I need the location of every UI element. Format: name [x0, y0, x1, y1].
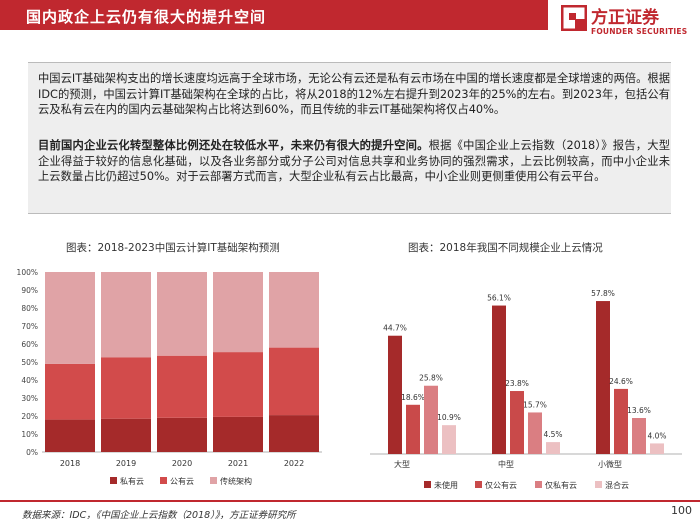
- bar: [632, 418, 646, 454]
- y-tick-label: 40%: [21, 376, 38, 385]
- bar-segment: [157, 355, 207, 418]
- chart2-title: 图表：2018年我国不同规模企业上云情况: [408, 242, 603, 254]
- x-tick-label: 2019: [116, 459, 136, 468]
- stacked-bar-chart: 0% 10% 20% 30% 40% 50% 60% 70% 80% 90% 100% 2018 201…: [17, 268, 322, 486]
- legend-label: 未使用: [434, 480, 458, 490]
- y-tick-label: 10%: [21, 430, 38, 439]
- intro-paragraph-2-lead: 目前国内企业云化转型整体比例还处在较低水平，未来仍有很大的提升空间。: [38, 139, 429, 152]
- data-label: 44.7%: [383, 324, 407, 333]
- bar-segment: [45, 272, 95, 364]
- y-tick-label: 0%: [26, 448, 38, 457]
- legend-swatch: [535, 481, 542, 488]
- legend-swatch: [595, 481, 602, 488]
- intro-box: 中国云IT基础架构支出的增长速度均远高于全球市场，无论公有云还是私有云市场在中国…: [28, 62, 671, 214]
- x-tick-label: 2018: [60, 459, 80, 468]
- bar-segment: [213, 352, 263, 417]
- legend-swatch: [210, 477, 217, 484]
- bar: [406, 404, 420, 454]
- data-label: 25.8%: [419, 374, 443, 383]
- bar-segment: [269, 347, 319, 416]
- logo-name: 方正证券: [591, 8, 659, 28]
- founder-logo-icon: [561, 5, 587, 31]
- data-label: 23.8%: [505, 379, 529, 388]
- bar-segment: [269, 415, 319, 452]
- y-tick-label: 90%: [21, 286, 38, 295]
- legend-label: 公有云: [170, 476, 194, 486]
- y-tick-label: 70%: [21, 322, 38, 331]
- page-title: 国内政企上云仍有很大的提升空间: [26, 8, 267, 26]
- bar: [510, 391, 524, 454]
- bar-segment: [101, 272, 151, 358]
- chart1-title: 图表：2018-2023中国云计算IT基础架构预测: [66, 242, 280, 254]
- x-tick-label: 2020: [172, 459, 192, 468]
- y-tick-label: 50%: [21, 358, 38, 367]
- x-tick-label: 小微型: [598, 459, 622, 469]
- footer-line: [0, 500, 700, 502]
- data-label: 13.6%: [627, 406, 651, 415]
- legend-label: 仅私有云: [545, 480, 577, 490]
- data-label: 4.5%: [543, 430, 562, 439]
- bar-segment: [101, 418, 151, 452]
- bar-segment: [157, 272, 207, 356]
- bar: [492, 305, 506, 454]
- bar: [650, 443, 664, 454]
- x-tick-label: 2021: [228, 459, 248, 468]
- legend-label: 私有云: [120, 476, 144, 486]
- intro-paragraph-1: 中国云IT基础架构支出的增长速度均远高于全球市场，无论公有云还是私有云市场在中国…: [38, 72, 670, 116]
- bar-segment: [101, 357, 151, 419]
- bar: [528, 412, 542, 454]
- y-tick-label: 60%: [21, 340, 38, 349]
- legend-swatch: [110, 477, 117, 484]
- header-bar: [0, 0, 548, 30]
- data-label: 10.9%: [437, 413, 461, 422]
- bar-segment: [45, 363, 95, 420]
- y-tick-label: 20%: [21, 412, 38, 421]
- bar-segment: [157, 417, 207, 452]
- legend-swatch: [160, 477, 167, 484]
- bar-segment: [213, 272, 263, 353]
- page-number: 100: [671, 504, 692, 517]
- bar: [424, 385, 438, 454]
- intro-paragraph-2: 目前国内企业云化转型整体比例还处在较低水平，未来仍有很大的提升空间。根据《中国企…: [38, 138, 670, 185]
- legend-label: 传统架构: [220, 476, 252, 486]
- x-tick-label: 大型: [394, 459, 410, 469]
- data-label: 15.7%: [523, 400, 547, 409]
- legend-swatch: [475, 481, 482, 488]
- bar-segment: [213, 416, 263, 452]
- x-tick-label: 2022: [284, 459, 304, 468]
- grouped-bar-chart: 44.7% 18.6% 25.8% 10.9% 大型 56.1% 23.8% 15.7% 4.5…: [370, 289, 682, 490]
- bar: [442, 425, 456, 454]
- data-label: 4.0%: [647, 431, 666, 440]
- legend-swatch: [424, 481, 431, 488]
- intro-paragraph-2-rest: 根据《中国企业上云指数（2018）》报告，大型企业得益于较好的信息化基础，以及各…: [38, 139, 670, 183]
- y-tick-label: 80%: [21, 304, 38, 313]
- data-label: 18.6%: [401, 393, 425, 402]
- footer-source: 数据来源：IDC，《中国企业上云指数（2018）》，方正证券研究所: [22, 510, 296, 521]
- bar-segment: [45, 419, 95, 452]
- bar: [614, 388, 628, 454]
- bar: [388, 335, 402, 454]
- y-tick-label: 30%: [21, 394, 38, 403]
- data-label: 24.6%: [609, 377, 633, 386]
- y-tick-label: 100%: [17, 268, 38, 277]
- data-label: 57.8%: [591, 289, 615, 298]
- bar: [596, 301, 610, 454]
- company-logo: 方正证券 FOUNDER SECURITIES: [561, 5, 696, 49]
- data-label: 56.1%: [487, 294, 511, 303]
- x-tick-label: 中型: [498, 459, 514, 469]
- legend-label: 混合云: [605, 480, 629, 490]
- legend-label: 仅公有云: [485, 480, 517, 490]
- logo-subtitle: FOUNDER SECURITIES: [591, 27, 688, 36]
- bar: [546, 442, 560, 454]
- bar-segment: [269, 272, 319, 348]
